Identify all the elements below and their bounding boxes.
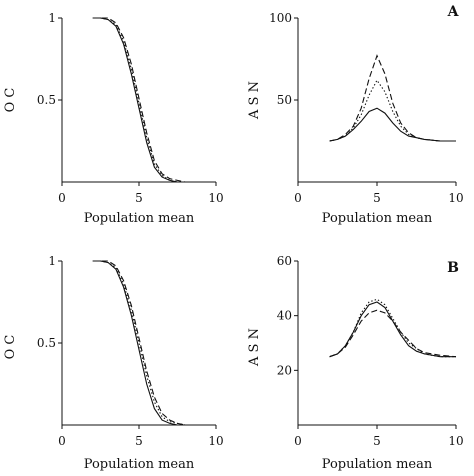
x-tick-label: 0 bbox=[58, 191, 66, 205]
series-line-solid bbox=[329, 301, 456, 358]
asn-chart-top: A S N Population mean A 0 5 10 50 100 bbox=[247, 4, 464, 226]
y-tick-label: 40 bbox=[277, 309, 292, 323]
x-tick-label: 5 bbox=[373, 434, 381, 448]
series-line-dotted bbox=[92, 260, 216, 426]
y-tick-label: 20 bbox=[277, 363, 292, 377]
series-lines bbox=[329, 54, 456, 142]
x-tick-label: 5 bbox=[135, 191, 143, 205]
y-tick-label: 100 bbox=[269, 11, 292, 25]
series-line-dashed bbox=[92, 17, 216, 183]
x-tick-label: 0 bbox=[58, 434, 66, 448]
series-line-solid bbox=[92, 17, 216, 183]
x-ticks: 0 5 10 bbox=[294, 182, 464, 205]
y-tick-label: 50 bbox=[277, 93, 292, 107]
y-ticks: 50 100 bbox=[269, 11, 298, 107]
y-tick-label: 0.5 bbox=[37, 93, 56, 107]
series-line-dashed bbox=[329, 54, 456, 142]
series-lines bbox=[92, 17, 216, 183]
y-axis-title: O C bbox=[3, 335, 18, 360]
y-tick-label: 1 bbox=[48, 254, 56, 268]
x-axis-title: Population mean bbox=[322, 457, 433, 472]
y-tick-label: 60 bbox=[277, 254, 292, 268]
y-ticks: 0.51 bbox=[37, 11, 62, 107]
x-tick-label: 5 bbox=[135, 434, 143, 448]
y-ticks: 0.51 bbox=[37, 254, 62, 350]
series-line-dashed bbox=[92, 260, 216, 426]
x-tick-label: 0 bbox=[294, 191, 302, 205]
series-lines bbox=[329, 298, 457, 358]
oc-chart-bottom: O C Population mean 0 5 10 0.51 bbox=[3, 254, 224, 472]
asn-chart-bottom: A S N Population mean B 0 5 10 20 40 60 bbox=[247, 254, 464, 472]
x-tick-label: 10 bbox=[208, 434, 223, 448]
x-tick-label: 10 bbox=[448, 191, 463, 205]
y-ticks: 20 40 60 bbox=[277, 254, 298, 377]
series-line-dotted bbox=[92, 17, 216, 183]
y-axis-title: A S N bbox=[247, 81, 262, 120]
oc-chart-top: O C Population mean 0 5 10 0.51 bbox=[3, 11, 224, 226]
x-ticks: 0 5 10 bbox=[294, 425, 464, 448]
panel-label: A bbox=[447, 4, 460, 20]
y-tick-label: 0.5 bbox=[37, 336, 56, 350]
series-line-dotted bbox=[329, 298, 456, 358]
x-ticks: 0 5 10 bbox=[58, 425, 224, 448]
y-axis-title: O C bbox=[3, 88, 18, 113]
x-tick-label: 5 bbox=[373, 191, 381, 205]
x-tick-label: 0 bbox=[294, 434, 302, 448]
x-tick-label: 10 bbox=[208, 191, 223, 205]
series-lines bbox=[92, 260, 216, 426]
y-tick-label: 1 bbox=[48, 11, 56, 25]
series-line-dashed bbox=[329, 309, 457, 358]
x-axis-title: Population mean bbox=[84, 211, 195, 226]
x-axis-title: Population mean bbox=[84, 457, 195, 472]
x-axis-title: Population mean bbox=[322, 211, 433, 226]
x-tick-label: 10 bbox=[448, 434, 463, 448]
x-ticks: 0 5 10 bbox=[58, 182, 224, 205]
y-axis-title: A S N bbox=[247, 328, 262, 367]
panel-label: B bbox=[447, 260, 459, 276]
series-line-solid bbox=[329, 107, 456, 142]
